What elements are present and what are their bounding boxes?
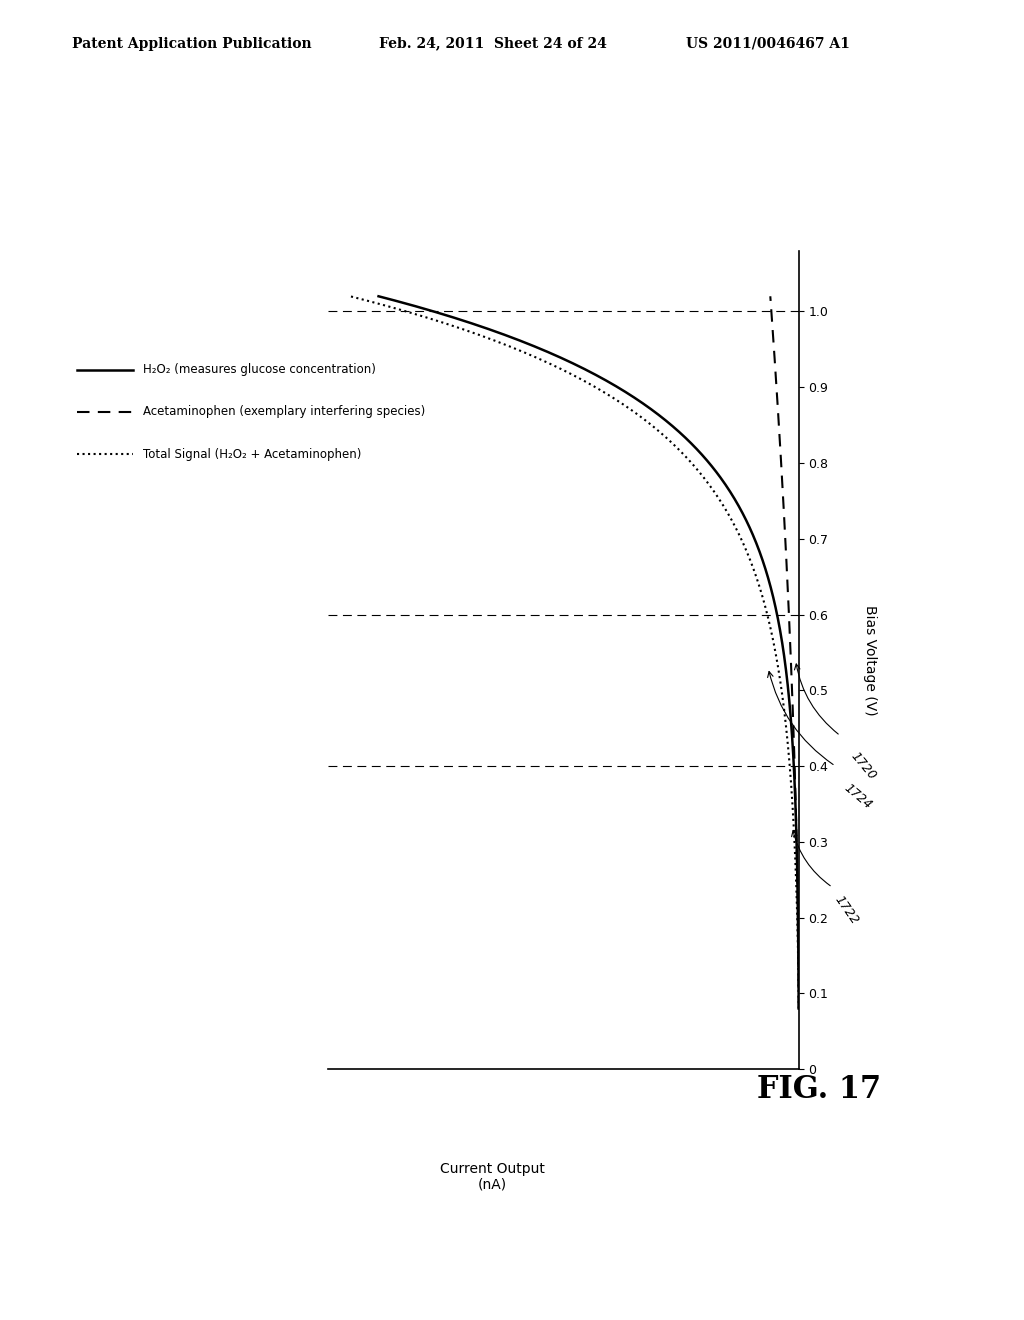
Text: 1724: 1724 — [842, 781, 874, 812]
Text: US 2011/0046467 A1: US 2011/0046467 A1 — [686, 37, 850, 50]
Y-axis label: Bias Voltage (V): Bias Voltage (V) — [863, 605, 877, 715]
Text: 1720: 1720 — [848, 750, 879, 783]
Text: H₂O₂ (measures glucose concentration): H₂O₂ (measures glucose concentration) — [143, 363, 376, 376]
Text: Total Signal (H₂O₂ + Acetaminophen): Total Signal (H₂O₂ + Acetaminophen) — [143, 447, 361, 461]
Text: Patent Application Publication: Patent Application Publication — [72, 37, 311, 50]
Text: 1722: 1722 — [831, 894, 860, 927]
Text: Acetaminophen (exemplary interfering species): Acetaminophen (exemplary interfering spe… — [143, 405, 426, 418]
Text: FIG. 17: FIG. 17 — [757, 1073, 882, 1105]
Text: Feb. 24, 2011  Sheet 24 of 24: Feb. 24, 2011 Sheet 24 of 24 — [379, 37, 607, 50]
Text: Current Output
(nA): Current Output (nA) — [440, 1162, 545, 1192]
